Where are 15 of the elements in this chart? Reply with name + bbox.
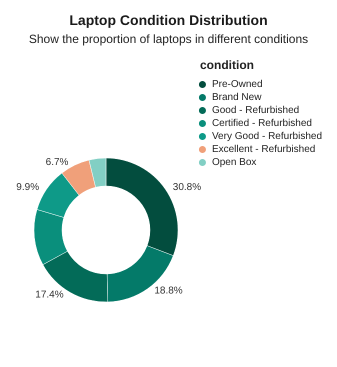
data-label: 18.8% <box>154 286 183 297</box>
legend-label: Very Good - Refurbished <box>212 131 322 142</box>
data-label: 6.7% <box>46 156 69 168</box>
data-label: 17.4% <box>35 290 64 301</box>
chart-title: Laptop Condition Distribution <box>69 12 268 28</box>
legend-label: Pre-Owned <box>212 79 263 90</box>
legend-label: Brand New <box>212 92 262 103</box>
chart-subtitle: Show the proportion of laptops in different conditions <box>28 32 308 46</box>
legend-label: Excellent - Refurbished <box>212 144 316 155</box>
legend-label: Certified - Refurbished <box>212 118 312 129</box>
legend-label: Open Box <box>212 157 256 168</box>
legend-label: Good - Refurbished <box>212 105 300 116</box>
data-label: 30.8% <box>172 182 202 193</box>
legend-title: condition <box>200 58 254 72</box>
data-label: 9.9% <box>16 182 40 194</box>
